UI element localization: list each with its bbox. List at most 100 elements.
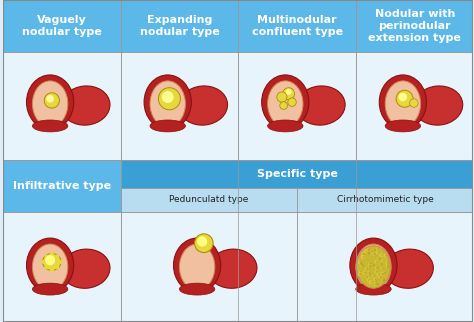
Ellipse shape [356,283,391,295]
Text: Expanding
nodular type: Expanding nodular type [140,15,219,37]
Circle shape [382,279,384,282]
Circle shape [375,279,378,282]
Text: Pedunculatd type: Pedunculatd type [169,195,248,204]
Ellipse shape [32,244,68,290]
Ellipse shape [350,238,397,292]
Circle shape [360,262,362,265]
Circle shape [197,236,207,247]
Ellipse shape [32,120,68,132]
Circle shape [372,252,375,256]
Circle shape [277,92,287,102]
Circle shape [366,248,369,251]
Circle shape [283,88,294,99]
Circle shape [280,102,287,109]
Ellipse shape [27,75,74,129]
Ellipse shape [268,120,303,132]
Circle shape [380,272,384,276]
Circle shape [381,267,383,270]
Circle shape [371,281,373,283]
Bar [238,0,356,52]
Circle shape [377,248,379,250]
Circle shape [376,261,377,262]
Circle shape [381,254,383,256]
Circle shape [367,264,371,268]
Circle shape [368,273,371,275]
Circle shape [379,279,380,281]
Circle shape [382,273,384,275]
Ellipse shape [296,86,345,125]
Ellipse shape [414,86,463,125]
Circle shape [55,265,59,270]
Circle shape [358,272,362,276]
Circle shape [371,250,373,252]
Circle shape [46,95,54,103]
Circle shape [359,261,362,263]
Circle shape [44,93,59,108]
Circle shape [368,262,371,264]
Circle shape [286,89,292,95]
Ellipse shape [61,86,110,125]
Circle shape [367,252,369,254]
Ellipse shape [150,81,185,127]
Circle shape [374,282,377,286]
Circle shape [59,260,63,264]
Ellipse shape [179,86,228,125]
Circle shape [385,262,389,265]
Circle shape [362,271,366,275]
Circle shape [377,279,380,281]
Circle shape [45,265,48,270]
Circle shape [361,264,364,267]
Circle shape [372,250,374,252]
Bar [121,188,297,212]
Ellipse shape [43,253,61,270]
Circle shape [369,262,371,264]
Circle shape [386,265,389,268]
Text: Infiltrative type: Infiltrative type [13,181,111,191]
Bar [297,188,474,212]
Circle shape [158,88,181,110]
Circle shape [374,279,377,281]
Circle shape [41,260,46,264]
Circle shape [368,279,370,281]
Text: Vaguely
nodular type: Vaguely nodular type [22,15,102,37]
Circle shape [366,278,370,282]
Circle shape [45,255,55,265]
Circle shape [369,265,372,268]
Circle shape [371,250,374,253]
Circle shape [360,264,364,267]
Circle shape [381,279,384,282]
Circle shape [372,264,375,267]
Circle shape [359,262,362,265]
Circle shape [376,283,379,285]
Ellipse shape [379,75,427,129]
Circle shape [384,271,386,274]
Circle shape [376,247,378,250]
Circle shape [379,278,381,279]
Ellipse shape [150,120,185,132]
Circle shape [376,272,380,277]
Circle shape [382,267,384,269]
Circle shape [399,93,407,101]
Bar [3,52,121,160]
Circle shape [380,262,383,265]
Circle shape [365,268,368,270]
Circle shape [162,91,173,103]
Circle shape [376,267,379,269]
Circle shape [366,268,368,270]
Circle shape [360,271,362,272]
Ellipse shape [61,249,110,288]
Bar [121,212,297,322]
Ellipse shape [384,249,433,288]
Circle shape [377,278,379,280]
Circle shape [376,283,378,285]
Circle shape [387,265,390,268]
Bar [238,52,356,160]
Circle shape [381,260,384,263]
Bar [3,160,121,212]
Circle shape [378,277,381,279]
Ellipse shape [144,75,191,129]
Circle shape [362,253,365,256]
Circle shape [369,280,373,284]
Bar [3,0,121,52]
Circle shape [382,279,384,281]
